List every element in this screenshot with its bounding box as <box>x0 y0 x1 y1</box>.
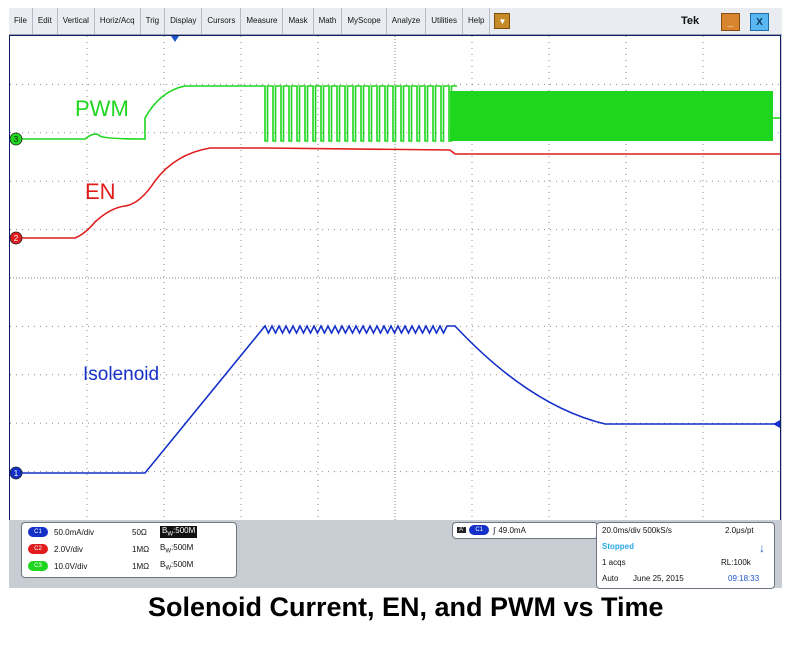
ch3-marker-label: 3 <box>14 135 19 144</box>
trigger-level: 49.0mA <box>498 525 526 535</box>
trigger-mode: Auto <box>602 574 619 583</box>
channel-chip[interactable]: C2 <box>28 544 48 554</box>
pwm-trace-label: PWM <box>75 96 129 121</box>
channel-scale: 50.0mA/div <box>54 527 95 537</box>
close-button[interactable]: X <box>750 13 769 31</box>
channel-impedance: 50Ω <box>132 527 147 537</box>
tek-logo: Tek <box>681 15 700 27</box>
ch2-marker-label: 2 <box>14 234 19 243</box>
date-readout: June 25, 2015 <box>633 574 684 583</box>
arrow-down-icon: ↓ <box>759 541 765 555</box>
isolenoid-trace-label: Isolenoid <box>83 364 160 385</box>
pwm-trace-dense <box>450 91 773 141</box>
figure-caption: Solenoid Current, EN, and PWM vs Time <box>148 592 664 622</box>
timebase-box[interactable]: 20.0ms/div 500kS/s 2.0μs/pt Stopped ↓ 1 … <box>596 522 775 589</box>
minimize-button[interactable]: _ <box>721 13 740 31</box>
ch1-marker <box>10 466 23 480</box>
waveform-display: 3 2 1 PWM EN Isolenoid <box>9 35 781 521</box>
menu-horiz-acq[interactable]: Horiz/Acq <box>95 8 141 34</box>
channel-scale: 2.0V/div <box>54 544 83 554</box>
channel-bandwidth: BW:500M <box>160 543 194 555</box>
channel-scale: 10.0V/div <box>54 561 88 571</box>
menu-myscope[interactable]: MyScope <box>342 8 387 34</box>
status-panel: C1 50.0mA/div 50Ω BW:500M C2 2.0V/div 1M… <box>9 520 782 589</box>
menu-bar: File Edit Vertical Horiz/Acq Trig Displa… <box>9 8 782 35</box>
en-trace-label: EN <box>85 179 116 204</box>
trigger-source-chip[interactable]: C1 <box>469 525 490 535</box>
menu-file[interactable]: File <box>9 8 33 34</box>
en-trace <box>10 147 780 239</box>
menu-analyze[interactable]: Analyze <box>387 8 427 34</box>
menu-help[interactable]: Help <box>463 8 491 34</box>
channel-row[interactable]: C2 2.0V/div 1MΩ BW:500M <box>28 542 193 556</box>
trigger-level-marker <box>773 420 780 428</box>
channel-impedance: 1MΩ <box>132 561 150 571</box>
channel-bandwidth: BW:500M <box>160 560 194 572</box>
menu-cursors[interactable]: Cursors <box>202 8 242 34</box>
waveform-graticule: 3 2 1 <box>10 36 780 520</box>
trigger-slope-icon: ∫ <box>493 525 496 535</box>
dropdown-arrow-icon[interactable]: ▼ <box>494 13 511 29</box>
trigger-settings-box[interactable]: A' C1 ∫ 49.0mA <box>452 522 598 539</box>
acquisition-state: Stopped <box>602 542 634 551</box>
menu-trig[interactable]: Trig <box>141 8 166 34</box>
channel-row[interactable]: C3 10.0V/div 1MΩ BW:500M <box>28 559 193 573</box>
trigger-position-marker <box>171 36 179 42</box>
menu-edit[interactable]: Edit <box>33 8 58 34</box>
channel-bandwidth: BW:500M <box>160 526 198 538</box>
menu-vertical[interactable]: Vertical <box>58 8 95 34</box>
trigger-mode-chip[interactable]: A' <box>457 527 467 533</box>
menu-display[interactable]: Display <box>165 8 203 34</box>
menu-measure[interactable]: Measure <box>241 8 284 34</box>
isolenoid-trace <box>10 324 780 474</box>
ch2-marker <box>10 231 23 245</box>
ch1-marker-label: 1 <box>14 469 19 478</box>
channel-chip[interactable]: C3 <box>28 561 48 571</box>
timebase-scale: 20.0ms/div 500kS/s <box>602 526 672 535</box>
record-length: RL:100k <box>721 558 751 567</box>
ch3-marker <box>10 132 23 146</box>
channel-settings-box[interactable]: C1 50.0mA/div 50Ω BW:500M C2 2.0V/div 1M… <box>21 522 237 578</box>
pwm-trace <box>10 85 457 142</box>
oscilloscope-window: File Edit Vertical Horiz/Acq Trig Displa… <box>9 8 782 589</box>
timebase-resolution: 2.0μs/pt <box>725 526 754 535</box>
acquisition-count: 1 acqs <box>602 558 626 567</box>
channel-row[interactable]: C1 50.0mA/div 50Ω BW:500M <box>28 525 198 539</box>
time-readout: 09:18:33 <box>728 574 760 583</box>
channel-impedance: 1MΩ <box>132 544 150 554</box>
menu-math[interactable]: Math <box>314 8 343 34</box>
menu-mask[interactable]: Mask <box>283 8 314 34</box>
channel-chip[interactable]: C1 <box>28 527 48 537</box>
menu-utilities[interactable]: Utilities <box>426 8 463 34</box>
